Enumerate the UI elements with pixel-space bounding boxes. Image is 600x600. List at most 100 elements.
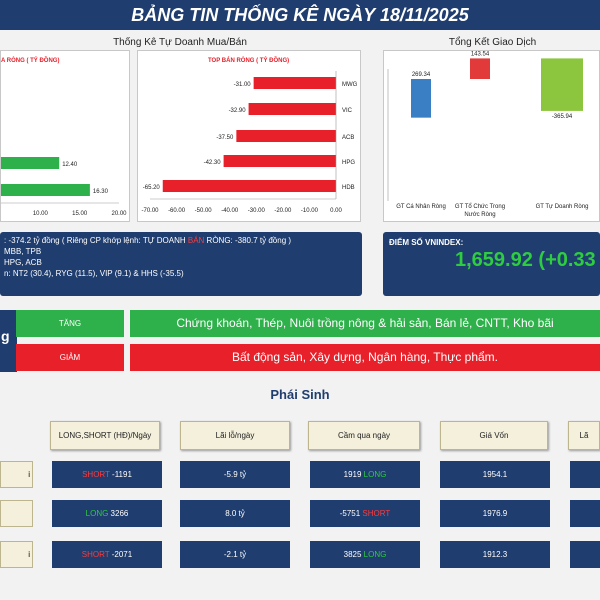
top-sell-chart: TOP BÁN RÒNG ( TỶ ĐỒNG) -31.00 MWG -32.90 VI… bbox=[137, 50, 361, 222]
top-buy-value-label-1: 12.40 bbox=[62, 162, 78, 168]
position-value-3: -2071 bbox=[111, 550, 133, 559]
sector-down-tag: GIẢM bbox=[16, 344, 124, 371]
top-sell-x-tick-8: 0.00 bbox=[330, 208, 342, 214]
top-sell-value-label-acb: -37.50 bbox=[216, 135, 234, 141]
vnindex-label: ĐIỂM SỐ VNINDEX: bbox=[389, 238, 464, 247]
top-sell-value-label-hdb: -65.20 bbox=[143, 185, 161, 191]
top-sell-bar-hdb bbox=[162, 180, 336, 192]
position-type-1: SHORT bbox=[82, 470, 110, 479]
page-title: BẢNG TIN THỐNG KÊ NGÀY 18/11/2025 bbox=[131, 5, 469, 25]
top-sell-category-label-hpg: HPG bbox=[342, 160, 355, 166]
hold-cell-2: -5751 SHORT bbox=[310, 500, 420, 527]
position-type-3: SHORT bbox=[81, 550, 110, 559]
top-sell-category-label-hdb: HDB bbox=[342, 185, 355, 191]
summary-value-label-domestic-institution: 143.54 bbox=[471, 51, 490, 57]
sector-up-tag: TĂNG bbox=[16, 310, 124, 337]
top-buy-bar-1 bbox=[1, 157, 60, 169]
summary-bar-individual bbox=[411, 79, 431, 118]
row-label-1: i bbox=[0, 461, 33, 488]
top-sell-x-tick-2: -60.00 bbox=[168, 208, 186, 214]
col-header-cost: Giá Vốn bbox=[440, 421, 548, 450]
summary-value-label-proprietary: -365.94 bbox=[552, 114, 573, 120]
summary-line-1b: RÒNG: -380.7 tỷ đồng ) bbox=[204, 236, 292, 245]
page-header: BẢNG TIN THỐNG KÊ NGÀY 18/11/2025 bbox=[0, 0, 600, 30]
top-sell-x-tick-4: -40.00 bbox=[221, 208, 239, 214]
top-buy-bar-2 bbox=[1, 184, 90, 196]
top-buy-chart-svg: A RÒNG ( TỶ ĐỒNG) 12.40 16.30 10.00 15.00 20.… bbox=[1, 56, 127, 217]
summary-line-3: HPG, ACB bbox=[4, 258, 42, 267]
profit-cell-2 bbox=[570, 500, 600, 527]
summary-bar-domestic-institution bbox=[470, 58, 490, 79]
position-type-2: LONG bbox=[85, 509, 109, 518]
top-sell-x-tick-1: -70.00 bbox=[141, 208, 159, 214]
top-sell-x-tick-5: -30.00 bbox=[248, 208, 266, 214]
position-cell-3: SHORT -2071 bbox=[52, 541, 162, 568]
row-label-3: i bbox=[0, 541, 33, 568]
row-label-2 bbox=[0, 500, 33, 527]
top-buy-x-tick-2: 15.00 bbox=[72, 211, 88, 217]
top-sell-bar-hpg bbox=[223, 155, 336, 167]
top-buy-value-label-2: 16.30 bbox=[93, 189, 109, 195]
summary-category-label-proprietary: GT Tự Doanh Ròng bbox=[536, 204, 589, 210]
top-buy-chart: A RÒNG ( TỶ ĐỒNG) 12.40 16.30 10.00 15.00 20.… bbox=[0, 50, 130, 222]
top-buy-subtitle: A RÒNG ( TỶ ĐỒNG) bbox=[1, 56, 59, 64]
pnl-cell-1: -5.9 tỷ bbox=[180, 461, 290, 488]
summary-line-1: : -374.2 tỷ đồng ( Riêng CP khớp lệnh: T… bbox=[4, 235, 358, 246]
top-sell-bar-mwg bbox=[253, 77, 336, 89]
summary-bar-proprietary bbox=[541, 58, 583, 111]
position-cell-1: SHORT -1191 bbox=[52, 461, 162, 488]
cost-cell-2: 1976.9 bbox=[440, 500, 550, 527]
hold-type-1: LONG bbox=[363, 470, 387, 479]
summary-line-4: n: NT2 (30.4), RYG (11.5), VIP (9.1) & H… bbox=[4, 269, 184, 278]
profit-cell-1 bbox=[570, 461, 600, 488]
hold-value-2: -5751 bbox=[339, 509, 361, 518]
summary-category-label-domestic-institution: GT Tổ Chức Trong bbox=[455, 203, 505, 210]
sector-side-glyph: g bbox=[1, 328, 10, 344]
position-value-1: -1191 bbox=[112, 470, 132, 479]
col-header-pnl: Lãi lỗ/ngày bbox=[180, 421, 290, 450]
top-sell-value-label-hpg: -42.30 bbox=[204, 160, 222, 166]
top-sell-subtitle: TOP BÁN RÒNG ( TỶ ĐỒNG) bbox=[208, 56, 289, 64]
cost-cell-1: 1954.1 bbox=[440, 461, 550, 488]
summary-line-2: MBB, TPB bbox=[4, 247, 42, 256]
hold-value-1: 1919 bbox=[343, 470, 362, 479]
top-sell-x-tick-3: -50.00 bbox=[195, 208, 213, 214]
hold-cell-1: 1919 LONG bbox=[310, 461, 420, 488]
summary-category-label-domestic-institution-2: Nước Ròng bbox=[464, 212, 495, 218]
col-header-profit: Lã bbox=[568, 421, 600, 450]
hold-type-3: LONG bbox=[363, 550, 387, 559]
top-sell-x-tick-7: -10.00 bbox=[301, 208, 319, 214]
top-buy-x-tick-3: 20.00 bbox=[111, 211, 127, 217]
cost-cell-3: 1912.3 bbox=[440, 541, 550, 568]
hold-value-3: 3825 bbox=[343, 550, 362, 559]
top-buy-x-tick-1: 10.00 bbox=[33, 211, 49, 217]
sector-up-value: Chứng khoán, Thép, Nuôi trồng nông & hải… bbox=[130, 310, 600, 337]
derivatives-title: Phái Sinh bbox=[270, 387, 330, 402]
hold-type-2: SHORT bbox=[362, 509, 391, 518]
top-sell-value-label-mwg: -31.00 bbox=[234, 82, 252, 88]
top-sell-category-label-mwg: MWG bbox=[342, 82, 358, 88]
summary-line-1a: : -374.2 tỷ đồng ( Riêng CP khớp lệnh: T… bbox=[4, 236, 188, 245]
hold-cell-3: 3825 LONG bbox=[310, 541, 420, 568]
top-sell-bar-vic bbox=[248, 103, 336, 115]
pnl-cell-2: 8.0 tỷ bbox=[180, 500, 290, 527]
top-sell-category-label-vic: VIC bbox=[342, 108, 353, 114]
top-sell-bar-acb bbox=[236, 130, 336, 142]
top-sell-category-label-acb: ACB bbox=[342, 135, 354, 141]
vnindex-value: 1,659.92 (+0.33 bbox=[455, 249, 596, 271]
summary-chart-svg: 269.34 GT Cá Nhân Ròng 143.54 GT Tổ Chức Tr… bbox=[387, 51, 589, 218]
vnindex-box: ĐIỂM SỐ VNINDEX: 1,659.92 (+0.33 bbox=[383, 232, 600, 296]
profit-cell-3 bbox=[570, 541, 600, 568]
sector-down-value: Bất động sản, Xây dựng, Ngân hàng, Thực … bbox=[130, 344, 600, 371]
col-header-hold: Cầm qua ngày bbox=[308, 421, 420, 450]
pnl-cell-3: -2.1 tỷ bbox=[180, 541, 290, 568]
summary-chart: 269.34 GT Cá Nhân Ròng 143.54 GT Tổ Chức Tr… bbox=[383, 50, 600, 222]
tudoanh-title: Thống Kê Tự Doanh Mua/Bán bbox=[113, 37, 247, 48]
summary-info: : -374.2 tỷ đồng ( Riêng CP khớp lệnh: T… bbox=[0, 232, 362, 296]
summary-value-label-individual: 269.34 bbox=[412, 72, 431, 78]
position-value-2: 3266 bbox=[110, 509, 129, 518]
summary-line-1-red: BÁN bbox=[187, 236, 205, 245]
top-sell-x-tick-6: -20.00 bbox=[274, 208, 292, 214]
col-header-position: LONG,SHORT (HĐ)/Ngày bbox=[50, 421, 160, 450]
position-cell-2: LONG 3266 bbox=[52, 500, 162, 527]
